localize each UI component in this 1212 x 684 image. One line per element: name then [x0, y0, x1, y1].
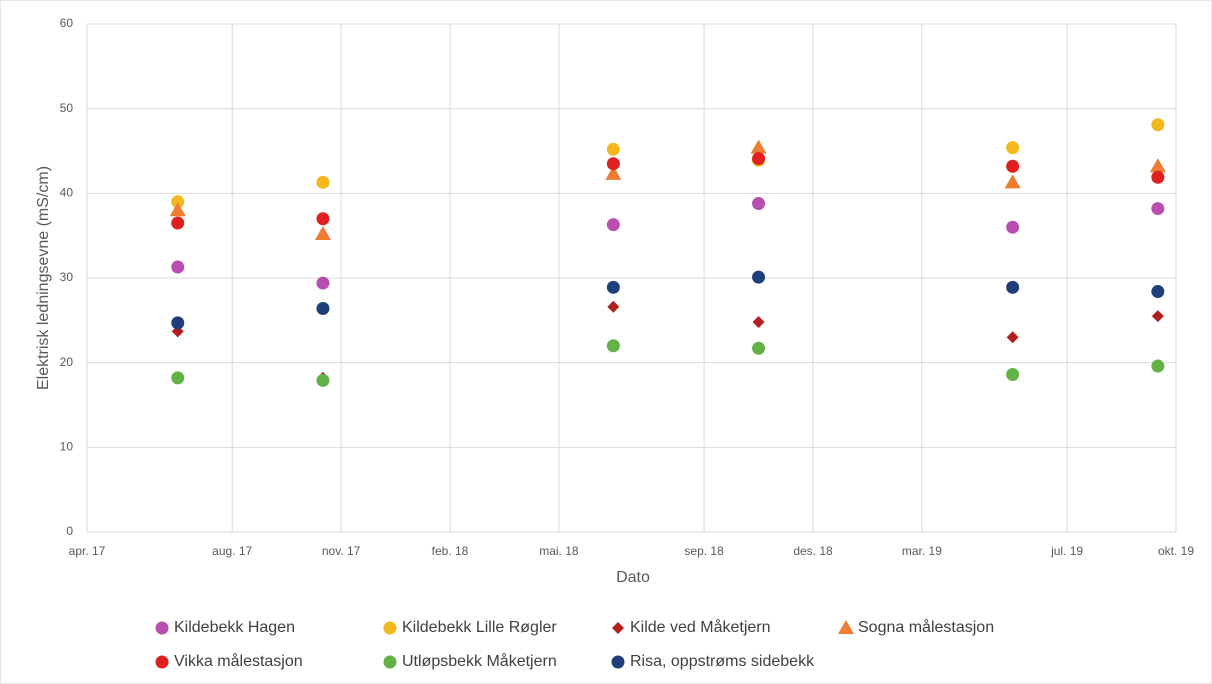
data-point [314, 225, 331, 240]
data-point [752, 270, 766, 284]
data-point [1006, 220, 1020, 234]
x-tick-label: aug. 17 [212, 544, 252, 558]
data-point [752, 341, 766, 355]
data-point [1006, 331, 1019, 344]
legend-swatch [383, 621, 397, 635]
x-tick-label: apr. 17 [69, 544, 106, 558]
legend-swatch [838, 620, 854, 634]
data-point [606, 280, 620, 294]
y-tick-label: 40 [60, 186, 74, 200]
legend-label: Kilde ved Måketjern [630, 618, 771, 636]
legend-label: Vikka målestasjon [174, 652, 303, 670]
legend-swatch [155, 621, 169, 635]
x-tick-label: nov. 17 [322, 544, 361, 558]
y-axis-title: Elektrisk ledningsevne (mS/cm) [35, 166, 52, 390]
legend-swatch [611, 655, 625, 669]
x-tick-label: mar. 19 [902, 544, 942, 558]
data-point [1006, 159, 1020, 173]
data-point [1151, 285, 1165, 299]
data-point [752, 316, 765, 329]
data-point [316, 175, 330, 189]
legend-label: Kildebekk Lille Røgler [402, 619, 557, 636]
data-point [752, 196, 766, 210]
y-tick-label: 10 [60, 440, 74, 454]
data-point [1006, 280, 1020, 294]
data-point [1004, 174, 1021, 189]
x-tick-label: des. 18 [793, 544, 833, 558]
legend-label: Utløpsbekk Måketjern [402, 652, 557, 670]
y-tick-label: 30 [60, 270, 74, 284]
x-axis-title: Dato [616, 569, 650, 586]
data-point [1151, 202, 1165, 216]
data-point [1151, 170, 1165, 184]
x-tick-label: feb. 18 [432, 544, 469, 558]
data-point [1006, 141, 1020, 155]
legend-swatch [612, 622, 624, 634]
data-point [171, 195, 185, 209]
legend-label: Sogna målestasjon [858, 618, 994, 636]
data-point [606, 339, 620, 353]
data-point [316, 373, 330, 387]
data-point [1151, 118, 1165, 132]
data-point [606, 218, 620, 232]
data-point [752, 152, 766, 166]
data-point [1006, 368, 1020, 382]
legend-label: Kildebekk Hagen [174, 619, 295, 636]
legend-label: Risa, oppstrøms sidebekk [630, 653, 815, 670]
data-point [316, 212, 330, 226]
legend-swatch [155, 655, 169, 669]
data-point [171, 316, 185, 330]
data-point [606, 157, 620, 171]
y-tick-label: 50 [60, 101, 74, 115]
y-tick-label: 0 [66, 524, 73, 538]
data-point [169, 202, 186, 217]
data-point [605, 165, 622, 180]
data-point [316, 301, 330, 315]
x-tick-label: mai. 18 [539, 544, 579, 558]
y-tick-label: 20 [60, 355, 74, 369]
data-point [316, 276, 330, 290]
data-point [606, 142, 620, 156]
data-point [171, 260, 185, 274]
data-point [1151, 310, 1164, 323]
data-point [750, 139, 767, 154]
x-tick-label: okt. 19 [1158, 544, 1194, 558]
data-point [171, 371, 185, 385]
data-point [607, 300, 620, 313]
y-tick-label: 60 [60, 16, 74, 30]
legend-swatch [383, 655, 397, 669]
x-tick-label: jul. 19 [1050, 544, 1083, 558]
x-tick-label: sep. 18 [684, 544, 724, 558]
data-point [1151, 359, 1165, 373]
data-point [1149, 158, 1166, 173]
data-point [171, 216, 185, 230]
